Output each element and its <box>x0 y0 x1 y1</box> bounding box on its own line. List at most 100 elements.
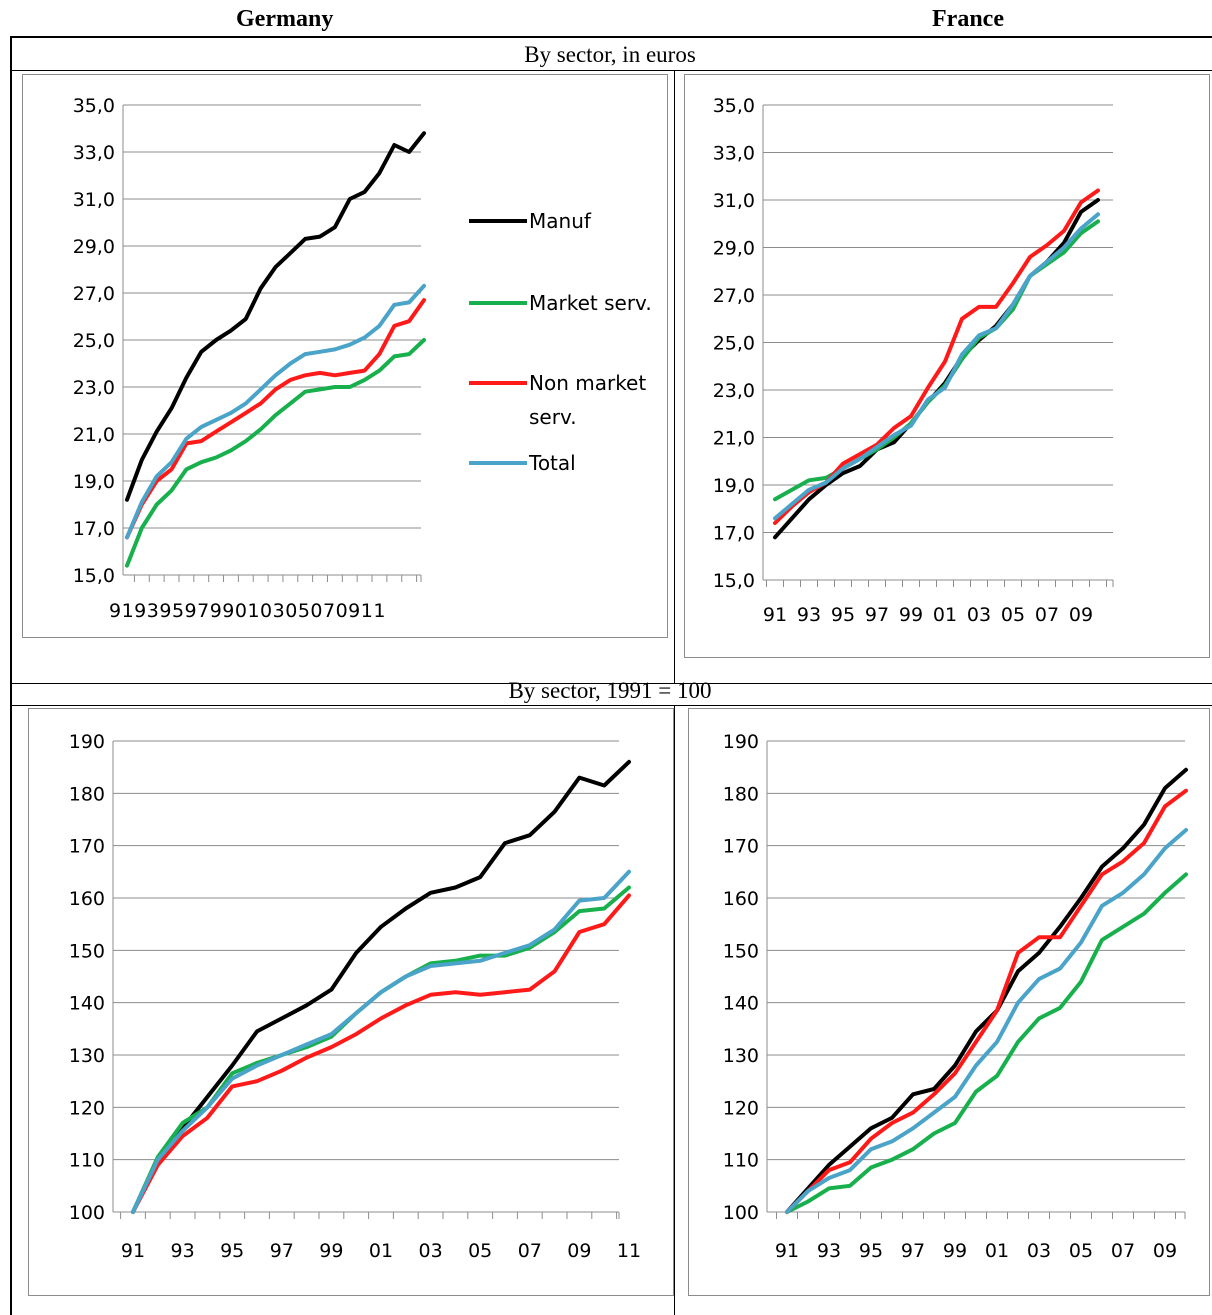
series-line-non-market-serv <box>125 298 426 540</box>
x-tick-label: 03 <box>967 604 991 626</box>
y-tick-label: 140 <box>723 993 759 1015</box>
y-tick-label: 130 <box>723 1045 759 1067</box>
series-line-manuf <box>785 767 1188 1214</box>
y-tick-label: 31,0 <box>73 189 115 211</box>
chart-france-index-plot: 100 110 120 130 140 150 160 170 180 190 91 93 95 97 99… <box>723 731 1188 1262</box>
legend-label-manuf: Manuf <box>529 209 592 233</box>
series-line-total <box>785 828 1188 1214</box>
y-tick-label: 110 <box>723 1150 759 1172</box>
x-tick-label: 05 <box>1069 1240 1093 1262</box>
row-divider <box>12 705 1212 706</box>
x-tick-label: 99 <box>319 1240 343 1262</box>
y-tick-label: 31,0 <box>713 190 755 212</box>
x-tick-label: 93 <box>817 1240 841 1262</box>
x-tick-label: 07 <box>1035 604 1059 626</box>
row-divider <box>12 683 1212 684</box>
y-tick-label: 150 <box>723 940 759 962</box>
y-tick-label: 17,0 <box>713 523 755 545</box>
y-tick-label: 15,0 <box>73 565 115 587</box>
series-line-total <box>773 212 1100 521</box>
series-line-manuf <box>131 759 631 1214</box>
table-border-top <box>10 36 1212 38</box>
x-tick-label: 91 <box>775 1240 799 1262</box>
y-tick-label: 110 <box>69 1150 105 1172</box>
x-tick-label: 93 <box>171 1240 195 1262</box>
section-title-index: By sector, 1991 = 100 <box>508 678 712 703</box>
table-border-left <box>10 36 12 1315</box>
series-line-market-serv <box>785 872 1188 1214</box>
y-tick-label: 150 <box>69 940 105 962</box>
y-tick-label: 180 <box>723 783 759 805</box>
legend-label-non-market-serv: Non market serv. <box>529 371 646 429</box>
y-tick-label: 35,0 <box>713 95 755 117</box>
column-divider <box>674 706 675 1315</box>
x-tick-label: 99 <box>899 604 923 626</box>
y-tick-label: 23,0 <box>73 377 115 399</box>
chart-france-euros-plot: 15,0 17,0 19,0 21,0 23,0 25,0 27,0 29,0 31,0 33,0… <box>713 95 1114 626</box>
column-divider <box>674 71 675 683</box>
y-tick-label: 17,0 <box>73 518 115 540</box>
y-tick-label: 21,0 <box>713 428 755 450</box>
row-divider <box>12 70 1212 71</box>
chart-france-euros: 15,0 17,0 19,0 21,0 23,0 25,0 27,0 29,0 31,0 33,0… <box>684 74 1210 658</box>
series-line-total <box>125 283 426 540</box>
y-tick-label: 29,0 <box>73 236 115 258</box>
x-tick-label: 09 <box>1069 604 1093 626</box>
x-tick-label: 09 <box>567 1240 591 1262</box>
x-tick-label: 97 <box>270 1240 294 1262</box>
y-tick-label: 160 <box>69 888 105 910</box>
x-tick-label: 93 <box>797 604 821 626</box>
x-tick-label: 97 <box>901 1240 925 1262</box>
series-line-market-serv <box>773 219 1100 502</box>
x-tick-label: 03 <box>1027 1240 1051 1262</box>
header-germany: Germany <box>236 6 334 32</box>
y-tick-label: 19,0 <box>73 471 115 493</box>
x-tick-label: 11 <box>617 1240 641 1262</box>
x-tick-label: 07 <box>1111 1240 1135 1262</box>
y-tick-label: 170 <box>723 836 759 858</box>
x-tick-label: 01 <box>369 1240 393 1262</box>
chart-france-index: 100 110 120 130 140 150 160 170 180 190 91 93 95 97 99… <box>688 708 1210 1296</box>
series-line-market-serv <box>125 338 426 568</box>
x-tick-label: 97 <box>865 604 889 626</box>
y-tick-label: 25,0 <box>73 330 115 352</box>
y-tick-label: 100 <box>69 1202 105 1224</box>
y-tick-label: 19,0 <box>713 475 755 497</box>
x-tick-label: 09 <box>1153 1240 1177 1262</box>
legend-label-market-serv: Market serv. <box>529 291 652 315</box>
x-tick-label: 95 <box>859 1240 883 1262</box>
y-tick-label: 130 <box>69 1045 105 1067</box>
x-tick-label: 91 <box>121 1240 145 1262</box>
x-tick-label: 05 <box>468 1240 492 1262</box>
x-tick-label: 05 <box>1001 604 1025 626</box>
legend-label-line: Non market <box>529 371 646 395</box>
series-line-non-market-serv <box>131 893 631 1214</box>
series-line-non-market-serv <box>773 188 1100 525</box>
x-tick-label: 91 <box>763 604 787 626</box>
y-tick-label: 170 <box>69 836 105 858</box>
y-tick-label: 21,0 <box>73 424 115 446</box>
y-tick-label: 160 <box>723 888 759 910</box>
x-tick-label: 03 <box>419 1240 443 1262</box>
chart-germany-index-plot: 100 110 120 130 140 150 160 170 180 190 91 93 95 97 99… <box>69 731 641 1262</box>
section-title-euros: By sector, in euros <box>524 42 696 67</box>
series-line-total <box>131 869 631 1214</box>
x-tick-label: 01 <box>985 1240 1009 1262</box>
x-tick-label: 95 <box>220 1240 244 1262</box>
series-line-manuf <box>125 131 426 502</box>
legend-label-line: serv. <box>529 405 577 429</box>
y-tick-label: 180 <box>69 783 105 805</box>
y-tick-label: 33,0 <box>713 143 755 165</box>
y-tick-label: 120 <box>723 1097 759 1119</box>
y-tick-label: 190 <box>69 731 105 753</box>
x-tick-label: 95 <box>831 604 855 626</box>
series-line-manuf <box>773 198 1100 540</box>
x-tick-labels: 9193959799010305070911 <box>109 600 386 622</box>
y-tick-label: 29,0 <box>713 238 755 260</box>
x-tick-label: 07 <box>518 1240 542 1262</box>
y-tick-label: 190 <box>723 731 759 753</box>
legend-label-total: Total <box>528 451 576 475</box>
y-tick-label: 27,0 <box>73 283 115 305</box>
y-tick-label: 23,0 <box>713 380 755 402</box>
x-tick-label: 01 <box>933 604 957 626</box>
